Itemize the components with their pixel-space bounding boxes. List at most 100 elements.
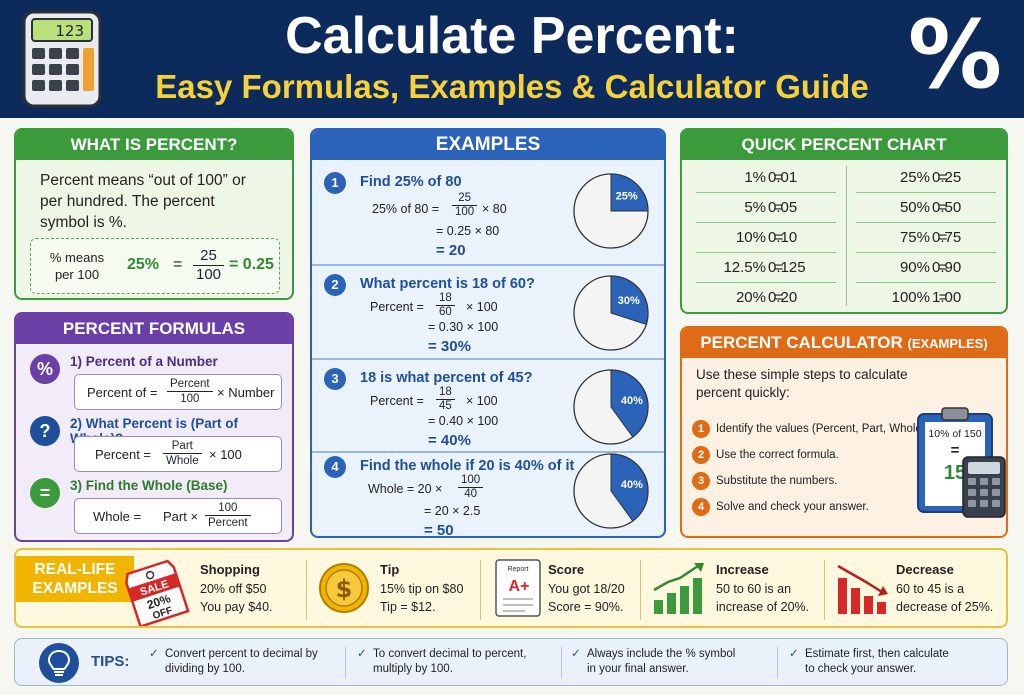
example-3-title: 18 is what percent of 45?: [360, 370, 533, 386]
tip-line-2: to check your answer.: [805, 663, 917, 675]
tip-divider: [777, 647, 778, 679]
formula-3-lhs: Whole =: [93, 509, 142, 524]
chart-equals: =: [938, 169, 948, 186]
chart-row-line: [696, 192, 836, 193]
tips-panel: TIPS: ✓ Convert percent to decimal by di…: [14, 638, 1008, 686]
svg-text:A+: A+: [509, 578, 530, 595]
score-title: Score: [548, 562, 585, 577]
shopping-title: Shopping: [200, 562, 260, 577]
chart-percent: 100%: [891, 289, 930, 306]
chart-row-line: [696, 252, 836, 253]
chart-decimal: 0.90: [932, 259, 962, 276]
percent-icon: %: [907, 1, 1003, 110]
chart-equals: =: [938, 289, 948, 306]
formula-3-fraction: 100 Percent: [205, 501, 251, 530]
what-line-1: Percent means “out of 100” or: [40, 172, 246, 189]
real-life-divider: [480, 560, 481, 620]
example-2-denominator: 60: [439, 306, 452, 318]
equals-sign: =: [173, 256, 183, 273]
decrease-title: Decrease: [896, 562, 954, 577]
quick-percent-chart-panel: QUICK PERCENT CHART 1% = 0.01 5% = 0.05 10% =…: [680, 128, 1008, 314]
tip-line-2: Tip = $12.: [380, 600, 436, 614]
example-divider: [312, 451, 664, 453]
decline-chart-icon: [837, 564, 888, 614]
formula-2-numerator: Part: [163, 439, 202, 454]
example-divider: [312, 358, 664, 360]
sale-tag-icon: SALE 20% OFF: [125, 559, 190, 626]
check-icon: ✓: [357, 648, 367, 660]
example-1-step-1b: × 80: [482, 202, 507, 216]
percent-definition-box: % means per 100 25% = 25 100 = 0.25: [30, 238, 280, 294]
pie-slice: [610, 369, 649, 438]
chart-equals: =: [938, 229, 948, 246]
chart-row: 12.5% = 0.125: [682, 256, 842, 280]
example-percent: 25%: [127, 256, 160, 273]
clipboard-result: 15: [943, 462, 967, 484]
chart-decimal: 0.50: [932, 199, 962, 216]
pie-label: 40%: [621, 479, 643, 491]
formula-1-lhs: Percent of =: [87, 385, 158, 400]
clipboard-equals: =: [950, 442, 960, 459]
check-icon: ✓: [789, 648, 799, 660]
pie-slice: [610, 275, 649, 326]
real-life-divider: [824, 560, 825, 620]
chart-row: 90% = 0.90: [846, 256, 1006, 280]
example-3-number: 3: [324, 368, 346, 390]
chart-decimal: 0.125: [768, 259, 806, 276]
example-2-step-1: Percent =: [370, 300, 424, 314]
equals-badge-icon: =: [30, 478, 60, 508]
chart-row: 100% = 1.00: [846, 286, 1006, 310]
step-text: Solve and check your answer.: [716, 501, 869, 513]
report-icon: Report A+: [495, 559, 541, 617]
percent-definition-label: % means per 100: [41, 249, 113, 283]
chart-row-line: [696, 222, 836, 223]
definition-label-1: % means: [49, 250, 105, 265]
chart-percent: 10%: [735, 229, 766, 246]
example-1-step-1: 25% of 80 =: [372, 202, 440, 216]
real-life-tag-line-2: EXAMPLES: [32, 580, 118, 597]
chart-row-line: [856, 222, 996, 223]
example-2-step-1b: × 100: [466, 300, 498, 314]
example-4-step-1: Whole = 20 ×: [368, 482, 443, 496]
percent-badge-icon: %: [30, 354, 60, 384]
chart-decimal: 0.05: [768, 199, 798, 216]
chart-row-line: [696, 282, 836, 283]
example-3-numerator: 18: [436, 386, 455, 400]
tip-item: ✓ Always include the % symbol in your fi…: [571, 647, 767, 677]
increase-line-2: increase of 20%.: [716, 600, 810, 614]
svg-text:$: $: [336, 575, 353, 603]
lightbulb-icon: [39, 643, 79, 683]
chart-equals: =: [774, 169, 784, 186]
example-2-numerator: 18: [436, 292, 455, 306]
increase-line-1: 50 to 60 is an: [716, 582, 792, 596]
chart-row: 25% = 0.25: [846, 166, 1006, 190]
example-4: 4 Find the whole if 20 is 40% of it Whol…: [312, 446, 664, 536]
real-life-divider: [306, 560, 307, 620]
formula-3-box: Whole = Part × 100 Percent: [74, 498, 282, 534]
small-calculator-icon: [962, 456, 1006, 518]
example-3: 3 18 is what percent of 45? Percent = 18…: [312, 360, 664, 452]
formula-2-box: Percent = Part Whole × 100: [74, 436, 282, 472]
tip-divider: [345, 647, 346, 679]
chart-equals: =: [774, 229, 784, 246]
example-1-number: 1: [324, 172, 346, 194]
step-text: Use the correct formula.: [716, 449, 839, 461]
chart-row-line: [856, 282, 996, 283]
formula-2-rhs: × 100: [209, 447, 242, 462]
svg-text:Report: Report: [507, 566, 528, 573]
real-life-tag-line-1: REAL-LIFE: [34, 561, 116, 578]
fraction-numerator: 25: [193, 247, 225, 266]
pie-label: 30%: [618, 295, 640, 307]
step-number: 2: [692, 446, 710, 464]
tip-line-1: Convert percent to decimal by: [165, 648, 318, 660]
decrease-line-2: decrease of 25%.: [896, 600, 994, 614]
example-3-step-1: Percent =: [370, 394, 424, 408]
real-life-examples-panel: REAL-LIFE EXAMPLES SALE 20% OFF Shopping…: [14, 548, 1008, 628]
chart-row: 1% = 0.01: [682, 166, 842, 190]
chart-row: 20% = 0.20: [682, 286, 842, 310]
chart-equals: =: [938, 199, 948, 216]
example-2-title: What percent is 18 of 60?: [360, 276, 535, 292]
chart-percent: 20%: [735, 289, 766, 306]
what-line-2: per hundred. The percent: [40, 193, 215, 210]
chart-decimal: 1.00: [932, 289, 962, 306]
